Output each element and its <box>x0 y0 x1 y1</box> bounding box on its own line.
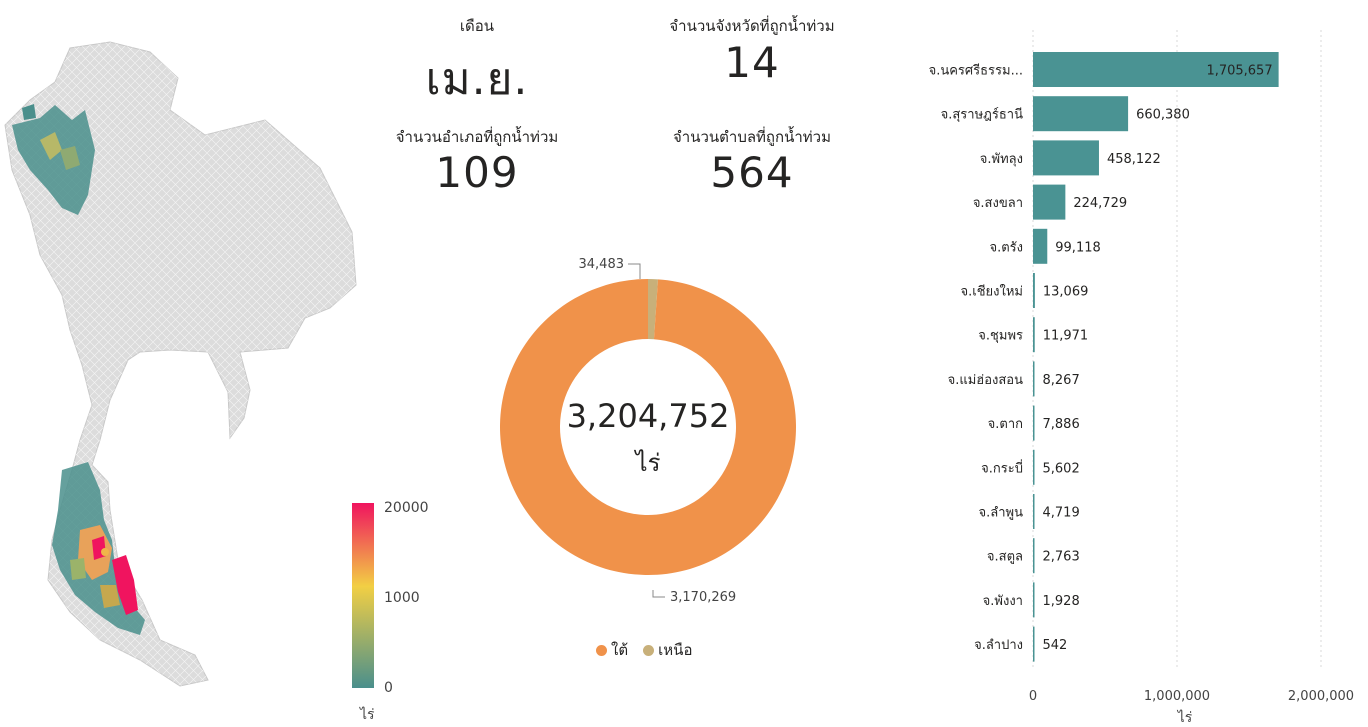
value-label: 4,719 <box>1043 506 1080 521</box>
value-label: 2,763 <box>1043 550 1080 565</box>
bar[interactable] <box>1033 273 1035 308</box>
bar[interactable] <box>1033 538 1035 574</box>
bar[interactable] <box>1033 317 1035 353</box>
bar[interactable] <box>1033 228 1048 264</box>
bar[interactable] <box>1033 582 1035 618</box>
donut-slice-label-south: 3,170,269 <box>670 590 736 605</box>
bar[interactable] <box>1033 449 1035 485</box>
thailand-flood-map[interactable] <box>0 0 360 700</box>
scale-label-mid: 1000 <box>384 590 420 606</box>
donut-leader-line-south <box>652 590 665 598</box>
bar[interactable] <box>1033 140 1099 176</box>
bar[interactable] <box>1033 96 1129 132</box>
value-label: 11,971 <box>1043 329 1089 344</box>
province-bar-chart[interactable]: 0 1,000,000 2,000,000 ไร่ จ.นครศรีธรรม... 1,7… <box>880 30 1368 727</box>
donut-slice-south[interactable] <box>500 279 797 575</box>
category-label: จ.ชุมพร <box>978 329 1023 344</box>
legend-label-south: ใต้ <box>611 641 629 659</box>
category-label: จ.พังงา <box>983 594 1023 609</box>
value-label: 5,602 <box>1043 461 1080 476</box>
category-label: จ.นครศรีธรรม... <box>929 63 1023 79</box>
map-flood-areas-south <box>52 462 145 635</box>
legend-dot-north <box>643 644 655 656</box>
donut-slice-label-north: 34,483 <box>579 257 625 272</box>
scale-label-low: 0 <box>384 680 393 696</box>
scale-unit: ไร่ <box>359 706 375 723</box>
bar[interactable] <box>1033 361 1035 397</box>
value-label: 7,886 <box>1043 417 1080 432</box>
legend-dot-south <box>596 644 607 656</box>
x-tick-label: 0 <box>1029 689 1037 704</box>
donut-center-unit: ไร่ <box>634 449 661 477</box>
category-label: จ.สงขลา <box>973 196 1023 211</box>
bar[interactable] <box>1033 184 1066 220</box>
value-label: 1,928 <box>1043 594 1080 609</box>
category-label: จ.แม่ฮ่องสอน <box>948 373 1024 388</box>
category-label: จ.ลำปาง <box>974 638 1023 653</box>
legend-item-south[interactable]: ใต้ <box>596 638 628 662</box>
kpi-subdistricts-value: 564 <box>710 148 794 197</box>
scale-gradient-bar <box>352 503 374 688</box>
kpi-districts-label: จำนวนอำเภอที่ถูกน้ำท่วม <box>395 128 559 146</box>
bar[interactable] <box>1033 405 1035 441</box>
map-flood-areas-north <box>12 104 95 215</box>
donut-chart[interactable]: 3,204,752 ไร่ 3,170,269 34,483 <box>490 245 810 615</box>
category-label: จ.กระบี่ <box>981 459 1023 476</box>
kpi-provinces-label: จำนวนจังหวัดที่ถูกน้ำท่วม <box>669 17 835 35</box>
kpi-subdistricts-label: จำนวนตำบลที่ถูกน้ำท่วม <box>673 128 831 146</box>
scale-label-high: 20000 <box>384 500 429 516</box>
kpi-month-label: เดือน <box>459 17 495 35</box>
kpi-provinces-value: 14 <box>724 38 780 87</box>
category-label: จ.สตูล <box>987 550 1023 565</box>
x-axis-label: ไร่ <box>1177 709 1193 726</box>
value-label: 99,118 <box>1055 240 1101 255</box>
category-label: จ.ตรัง <box>989 240 1023 255</box>
bar[interactable] <box>1033 52 1279 87</box>
x-tick-label: 2,000,000 <box>1288 689 1354 704</box>
value-label: 8,267 <box>1043 373 1080 388</box>
value-label: 224,729 <box>1073 196 1127 211</box>
donut-leader-line-north <box>628 263 641 279</box>
category-label: จ.เชียงใหม่ <box>961 284 1023 300</box>
value-label: 458,122 <box>1107 152 1161 167</box>
kpi-districts-value: 109 <box>435 148 519 197</box>
category-label: จ.ลำพูน <box>979 506 1024 521</box>
x-tick-label: 1,000,000 <box>1144 689 1210 704</box>
legend-item-north[interactable]: เหนือ <box>643 638 692 662</box>
kpi-month-value: เม.ย. <box>425 54 529 105</box>
category-label: จ.ตาก <box>988 417 1023 432</box>
category-label: จ.พัทลุง <box>980 152 1023 167</box>
value-label: 542 <box>1043 638 1068 653</box>
donut-legend: ใต้ เหนือ <box>596 638 702 662</box>
value-label: 660,380 <box>1136 108 1190 123</box>
category-label: จ.สุราษฎร์ธานี <box>941 107 1023 123</box>
legend-label-north: เหนือ <box>658 641 693 659</box>
value-label: 13,069 <box>1043 285 1089 300</box>
value-label: 1,705,657 <box>1206 64 1272 79</box>
map-color-scale: 20000 1000 0 ไร่ <box>352 500 429 723</box>
donut-center-value: 3,204,752 <box>567 397 730 435</box>
donut-slice-north[interactable] <box>648 279 658 340</box>
bar[interactable] <box>1033 494 1035 529</box>
bar[interactable] <box>1033 626 1035 662</box>
